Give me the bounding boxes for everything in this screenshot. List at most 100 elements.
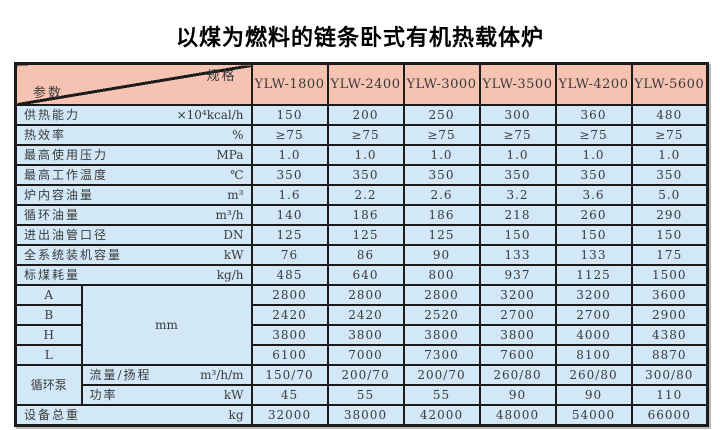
row-thermal-efficiency: 热效率 % ≥75 ≥75 ≥75 ≥75 ≥75 ≥75	[14, 123, 709, 146]
value-cell: ≥75	[402, 123, 481, 146]
param-label: 功率	[89, 387, 118, 402]
value-cell: 2420	[326, 303, 405, 326]
header-row: 规格 参数 YLW-1800 YLW-2400 YLW-3000 YLW-350…	[14, 62, 709, 106]
value-cell: 7000	[326, 343, 405, 366]
row-max-pressure: 最高使用压力 MPa 1.0 1.0 1.0 1.0 1.0 1.0	[14, 143, 709, 166]
unit-label: DN	[223, 227, 244, 242]
value-cell: 260/80	[554, 363, 633, 386]
row-heating-capacity: 供热能力 ×10⁴kcal/h 150 200 250 300 360 480	[14, 103, 709, 126]
row-pipe-diameter: 进出油管口径 DN 125 125 125 150 150 150	[14, 223, 709, 246]
value-cell: 140	[250, 203, 329, 226]
value-cell: 3200	[554, 283, 633, 306]
spec-corner-label: 规格	[206, 69, 237, 84]
value-cell: 38000	[326, 403, 405, 426]
value-cell: 300/80	[630, 363, 709, 386]
row-pump-flow-head: 循环泵 流量/扬程 m³/h/m 150/70 200/70 200/70 26…	[14, 363, 709, 406]
value-cell: 54000	[554, 403, 633, 426]
unit-label: m³	[227, 187, 244, 202]
row-circulating-oil: 循环油量 m³/h 140 186 186 218 260 290	[14, 203, 709, 226]
value-cell: 66000	[630, 403, 709, 426]
param-cell: 热效率 %	[14, 123, 253, 146]
value-cell: 133	[554, 243, 633, 266]
unit-label: ×10⁴kcal/h	[176, 107, 244, 122]
value-cell: 2.2	[326, 183, 405, 206]
value-cell: 42000	[402, 403, 481, 426]
value-cell: 350	[554, 163, 633, 186]
col-header-model-1: YLW-1800	[250, 62, 329, 106]
value-cell: 3200	[478, 283, 557, 306]
value-cell: 2520	[402, 303, 481, 326]
row-pump-power: 功率 kW 45 55 55 90 90 110	[16, 383, 709, 406]
value-cell: 3800	[478, 323, 557, 346]
value-cell: 350	[478, 163, 557, 186]
param-label: 供热能力	[24, 107, 81, 122]
value-cell: 1125	[554, 263, 633, 286]
page-title: 以煤为燃料的链条卧式有机热载体炉	[175, 26, 544, 51]
unit-label: kW	[223, 387, 244, 402]
unit-label: MPa	[216, 147, 244, 162]
param-label: 标煤耗量	[24, 267, 81, 282]
value-cell: 2900	[630, 303, 709, 326]
param-cell: 炉内容油量 m³	[14, 183, 253, 206]
value-cell: 3800	[326, 323, 405, 346]
value-cell: 8870	[630, 343, 709, 366]
value-cell: 1500	[630, 263, 709, 286]
diagonal-header-cell: 规格 参数	[14, 62, 253, 106]
param-label: 热效率	[24, 127, 67, 142]
param-cell: 标煤耗量 kg/h	[14, 263, 253, 286]
value-cell: 90	[402, 243, 481, 266]
row-dimension-h: H 3800 3800 3800 3800 4000 4380	[14, 323, 709, 346]
row-total-weight: 设备总重 kg 32000 38000 42000 48000 54000 66…	[14, 403, 709, 426]
value-cell: 200/70	[326, 363, 405, 386]
value-cell: 55	[326, 383, 405, 406]
col-header-model-6: YLW-5600	[630, 62, 709, 106]
value-cell: 55	[402, 383, 481, 406]
unit-label: kg	[228, 407, 244, 422]
value-cell: 150	[250, 103, 329, 126]
value-cell: 150	[478, 223, 557, 246]
value-cell: 8100	[554, 343, 633, 366]
value-cell: 4380	[630, 323, 709, 346]
unit-label: kg/h	[216, 267, 244, 282]
col-header-model-5: YLW-4200	[554, 62, 633, 106]
row-dimension-l: L 6100 7000 7300 7600 8100 8870	[14, 343, 709, 366]
value-cell: 350	[402, 163, 481, 186]
value-cell: 3800	[250, 323, 329, 346]
value-cell: 186	[402, 203, 481, 226]
value-cell: 186	[326, 203, 405, 226]
value-cell: 76	[250, 243, 329, 266]
param-label: 最高使用压力	[24, 147, 109, 162]
value-cell: 45	[250, 383, 329, 406]
param-label: 进出油管口径	[24, 227, 109, 242]
value-cell: 125	[250, 223, 329, 246]
value-cell: 200	[326, 103, 405, 126]
value-cell: 2420	[250, 303, 329, 326]
value-cell: 2.6	[402, 183, 481, 206]
param-label: 炉内容油量	[24, 187, 95, 202]
value-cell: 1.6	[250, 183, 329, 206]
value-cell: 90	[554, 383, 633, 406]
value-cell: 3800	[402, 323, 481, 346]
dimension-unit-cell: mm	[80, 283, 253, 366]
value-cell: 2700	[478, 303, 557, 326]
value-cell: 1.0	[326, 143, 405, 166]
value-cell: 5.0	[630, 183, 709, 206]
row-dimension-a: A mm 2800 2800 2800 3200 3200 3600	[14, 283, 709, 366]
row-installed-capacity: 全系统装机容量 kW 76 86 90 133 133 175	[14, 243, 709, 266]
spec-table: 规格 参数 YLW-1800 YLW-2400 YLW-3000 YLW-350…	[14, 62, 709, 427]
value-cell: 1.0	[250, 143, 329, 166]
value-cell: 640	[326, 263, 405, 286]
param-label: 流量/扬程	[89, 367, 152, 382]
param-label: 设备总重	[24, 407, 81, 422]
value-cell: 86	[326, 243, 405, 266]
value-cell: 150	[554, 223, 633, 246]
value-cell: 218	[478, 203, 557, 226]
value-cell: 110	[630, 383, 709, 406]
param-cell: 循环油量 m³/h	[14, 203, 253, 226]
value-cell: ≥75	[554, 123, 633, 146]
value-cell: 1.0	[554, 143, 633, 166]
value-cell: 200/70	[402, 363, 481, 386]
value-cell: ≥75	[630, 123, 709, 146]
pump-group-label: 循环泵	[14, 363, 83, 406]
value-cell: ≥75	[250, 123, 329, 146]
